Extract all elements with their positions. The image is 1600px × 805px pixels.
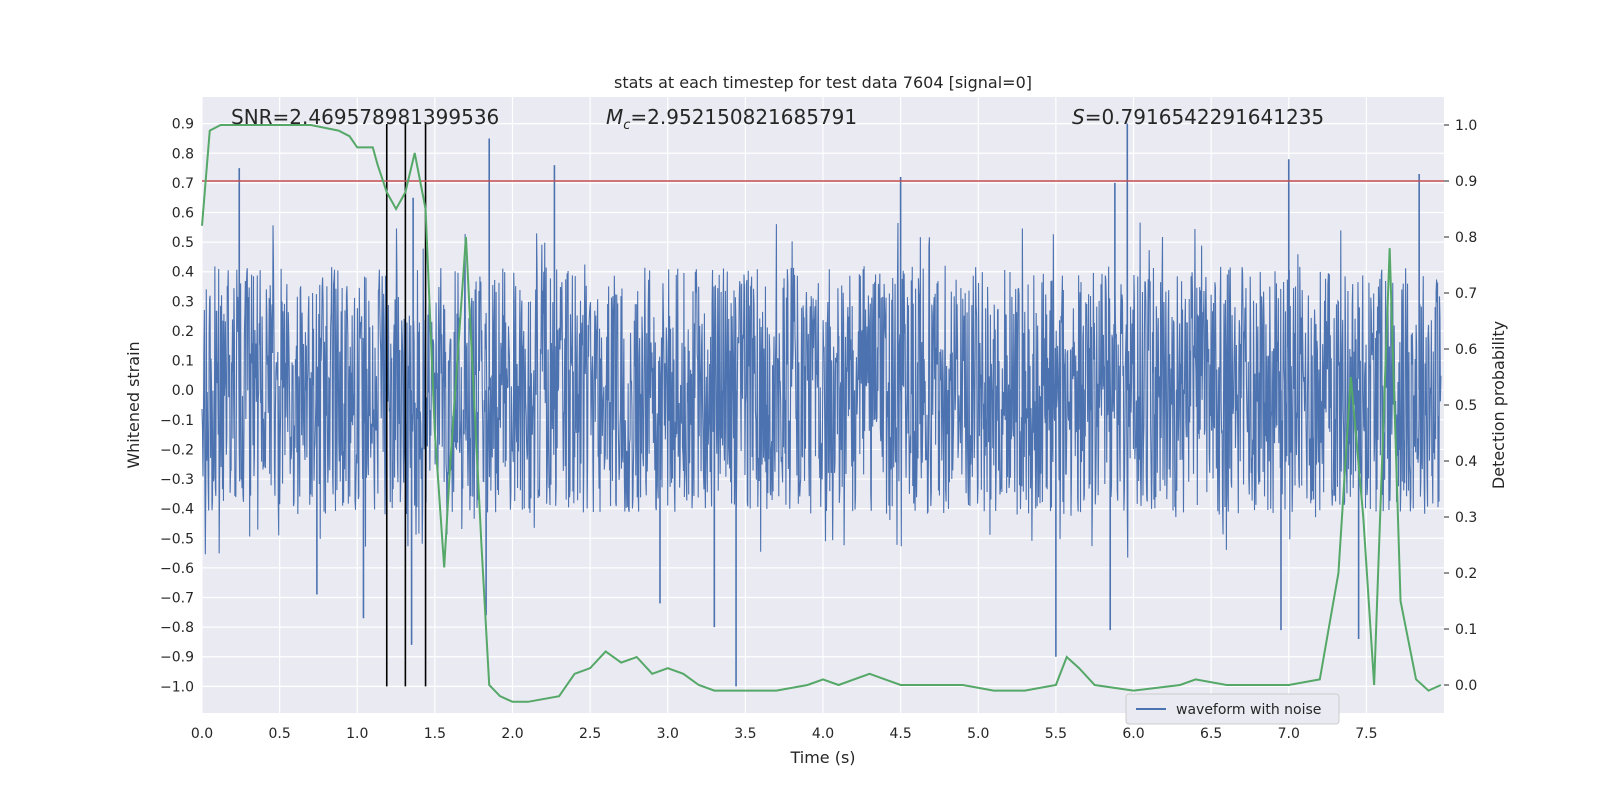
legend: waveform with noise [1125, 693, 1340, 725]
x-tick-label: 2.0 [501, 726, 523, 742]
y-tick-label-left: 0.2 [172, 324, 194, 340]
x-tick-label: 0.0 [191, 726, 213, 742]
y-tick-label-left: −0.7 [160, 591, 194, 607]
y-tick-labels-left: −1.0 −0.9 −0.8 −0.7 −0.6 −0.5 −0.4 −0.3 −0.2 −0.1… [160, 117, 194, 696]
x-tick-label: 7.0 [1278, 726, 1300, 742]
y-tick-label-right: 1.0 [1455, 118, 1477, 134]
s-symbol: S [1072, 105, 1085, 129]
y-tick-label-left: −0.5 [160, 531, 194, 547]
y-tick-label-left: −0.2 [160, 442, 194, 458]
legend-label-waveform: waveform with noise [1176, 702, 1321, 718]
y-tick-label-right: 0.4 [1455, 454, 1477, 470]
x-tick-label: 0.5 [268, 726, 290, 742]
y-tick-label-right: 0.7 [1455, 286, 1477, 302]
y-axis-label-left: Whitened strain [124, 341, 143, 468]
waveform-series [201, 123, 1442, 687]
snr-annotation: SNR=2.469578981399536 [231, 105, 499, 129]
x-tick-label: 6.0 [1122, 726, 1144, 742]
y-tick-label-left: −0.6 [160, 561, 194, 577]
waveform-line [201, 222, 1442, 558]
legend-box [1125, 693, 1340, 725]
y-tick-label-right: 0.6 [1455, 342, 1477, 358]
s-value: =0.7916542291641235 [1085, 105, 1324, 129]
x-tick-label: 2.5 [579, 726, 601, 742]
y-tick-label-left: −0.9 [160, 650, 194, 666]
y-tick-label-left: 0.8 [172, 146, 194, 162]
y-tick-label-right: 0.3 [1455, 510, 1477, 526]
y-tick-labels-right: 0.0 0.1 0.2 0.3 0.4 0.5 0.6 0.7 0.8 0.9 1.0 [1444, 118, 1477, 694]
x-tick-label: 6.5 [1200, 726, 1222, 742]
y-tick-label-left: 0.9 [172, 117, 194, 133]
probability-line [201, 124, 1442, 703]
y-tick-label-right: 0.1 [1455, 622, 1477, 638]
x-tick-label: 4.0 [812, 726, 834, 742]
chart-title: stats at each timestep for test data 760… [614, 73, 1032, 92]
y-tick-label-left: 0.5 [172, 235, 194, 251]
x-tick-label: 7.5 [1355, 726, 1377, 742]
y-tick-label-right: 0.2 [1455, 566, 1477, 582]
y-tick-label-left: −0.4 [160, 502, 194, 518]
y-tick-label-right: 0.0 [1455, 678, 1477, 694]
mc-annotation: Mc=2.952150821685791 [606, 105, 857, 133]
y-tick-label-left: −0.3 [160, 472, 194, 488]
x-tick-labels: 0.0 0.5 1.0 1.5 2.0 2.5 3.0 3.5 4.0 4.5 5.0 5.5 6.0 6… [191, 726, 1378, 742]
x-tick-label: 1.0 [346, 726, 368, 742]
mc-value: =2.952150821685791 [630, 105, 857, 129]
y-tick-label-left: −0.8 [160, 620, 194, 636]
x-tick-label: 3.5 [734, 726, 756, 742]
y-tick-label-left: 0.0 [172, 383, 194, 399]
y-tick-label-left: 0.3 [172, 294, 194, 310]
mc-symbol: M [606, 105, 623, 129]
y-tick-label-left: 0.1 [172, 354, 194, 370]
x-axis-label: Time (s) [789, 748, 855, 767]
x-tick-label: 4.5 [889, 726, 911, 742]
y-tick-label-left: 0.4 [172, 265, 194, 281]
y-tick-label-left: 0.6 [172, 206, 194, 222]
x-tick-label: 3.0 [657, 726, 679, 742]
y-tick-label-right: 0.5 [1455, 398, 1477, 414]
y-tick-label-left: −0.1 [160, 413, 194, 429]
y-axis-label-right: Detection probability [1489, 321, 1508, 489]
mc-subscript: c [623, 118, 630, 133]
y-tick-label-left: 0.7 [172, 176, 194, 192]
s-annotation: S=0.7916542291641235 [1072, 105, 1324, 129]
x-tick-label: 1.5 [424, 726, 446, 742]
y-tick-label-right: 0.8 [1455, 230, 1477, 246]
y-tick-label-left: −1.0 [160, 679, 194, 695]
y-tick-label-right: 0.9 [1455, 174, 1477, 190]
x-tick-label: 5.5 [1045, 726, 1067, 742]
x-tick-label: 5.0 [967, 726, 989, 742]
probability-series [201, 124, 1442, 703]
